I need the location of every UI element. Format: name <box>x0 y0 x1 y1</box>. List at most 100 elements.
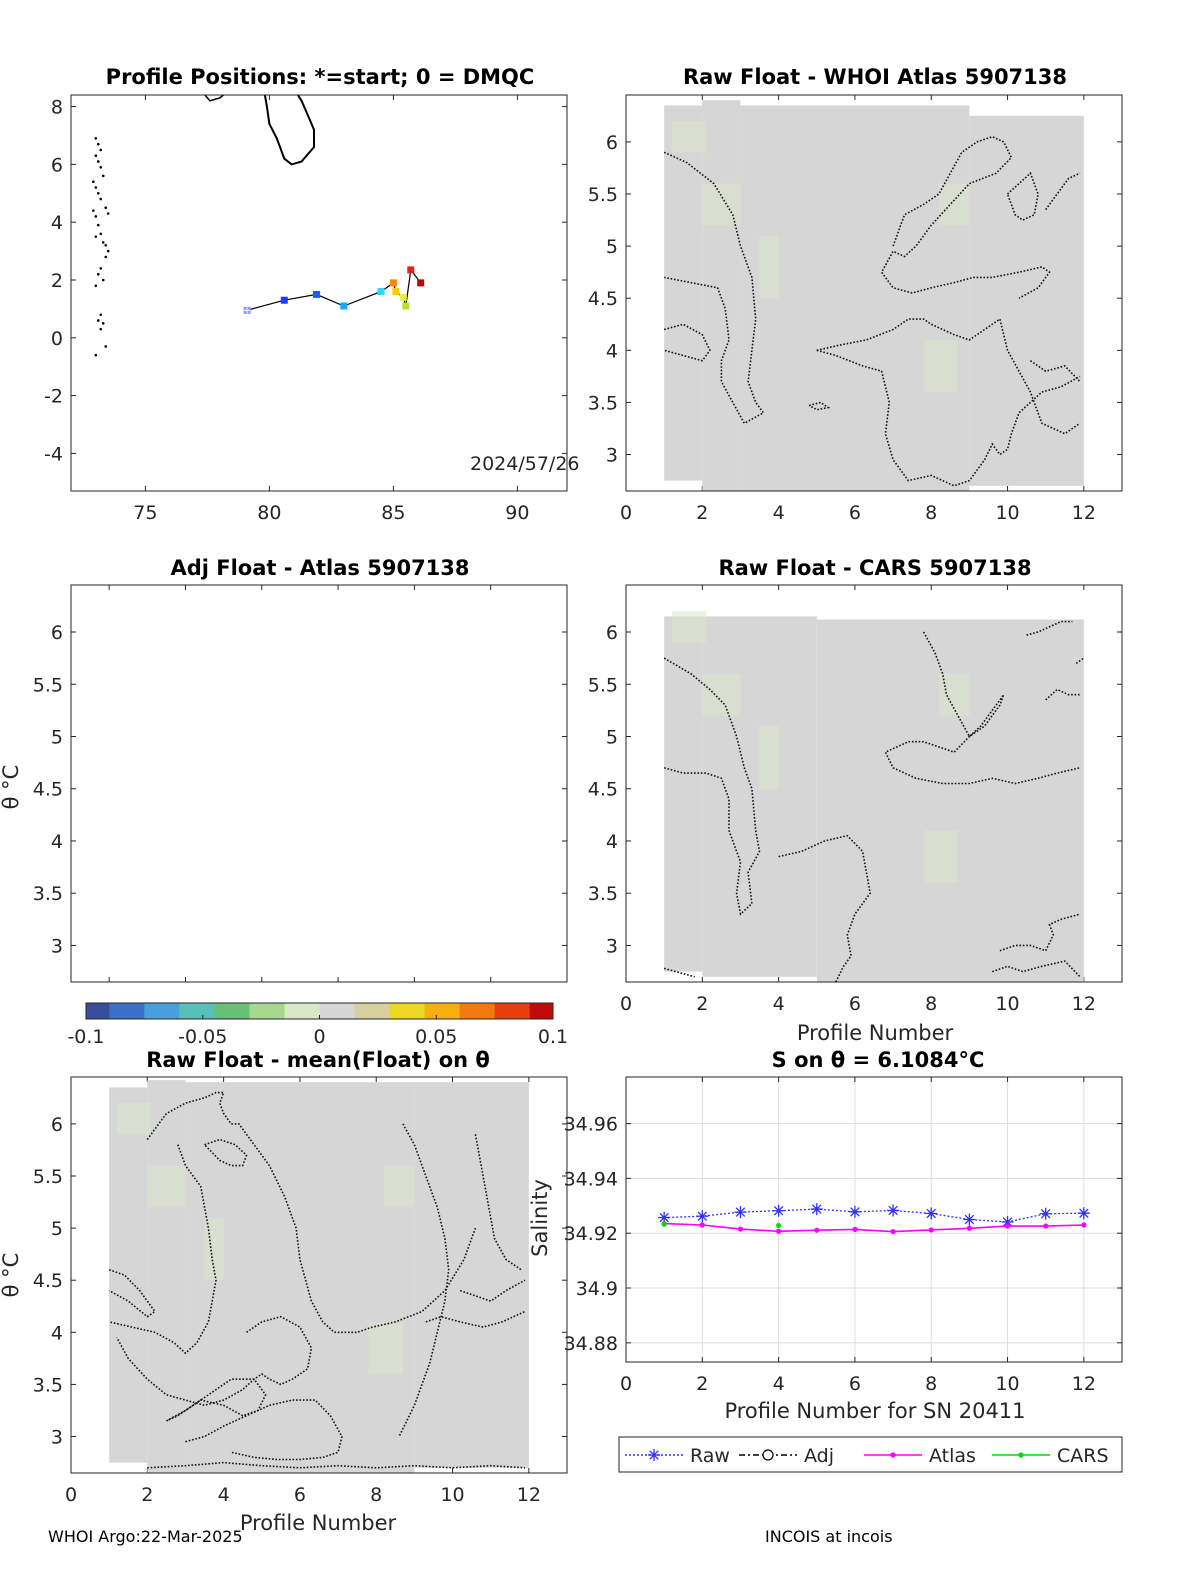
colorbar-swatch <box>296 1003 309 1019</box>
contour-line <box>816 317 1081 435</box>
anomaly-field-column <box>969 115 1084 486</box>
anomaly-field-column <box>702 616 817 977</box>
adj-float-plot-area: 3 3.5 4 4.5 5 5.5 6 <box>33 584 568 983</box>
island-dot <box>99 313 103 316</box>
island-dot <box>94 284 98 288</box>
atlas-series-line <box>664 1222 1084 1233</box>
x-tick-label: 10 <box>995 1373 1019 1395</box>
y-tick-label: 34.9 <box>576 1278 618 1300</box>
anomaly-field-column <box>664 616 703 972</box>
island-dot <box>99 197 103 201</box>
plot-clip <box>663 100 1084 491</box>
x-tick-label: 12 <box>1072 502 1096 524</box>
profile-position-marker <box>313 290 321 298</box>
profile-position-marker <box>389 279 397 287</box>
colorbar-swatch <box>156 1003 169 1019</box>
y-tick-label: 5 <box>606 726 618 748</box>
colorbar-swatch <box>471 1003 484 1019</box>
colorbar-swatch <box>447 1003 461 1019</box>
y-tick-label: 6 <box>51 1114 63 1136</box>
contour-line <box>425 1310 526 1328</box>
x-tick-label: 12 <box>1072 1373 1096 1395</box>
whoi-atlas-plot-area: 0 2 4 6 8 10 12 3 3.5 4 4.5 5 5.5 6 <box>588 94 1123 524</box>
raw-point <box>696 1210 709 1223</box>
island-dot <box>104 206 108 210</box>
anomaly-patch <box>759 235 779 299</box>
colorbar-tick-label: 0 <box>313 1026 325 1048</box>
x-tick-label: 2 <box>141 1484 153 1506</box>
y-tick-label: 3 <box>51 1427 63 1449</box>
anomaly-patch <box>671 121 707 153</box>
x-tick-label: 12 <box>1072 993 1096 1015</box>
panel-adj-float-atlas: Adj Float - Atlas 5907138 33.544.555.56 … <box>0 556 568 983</box>
x-tick-label: 8 <box>925 993 937 1015</box>
y-tick-label: 3 <box>51 935 63 957</box>
x-tick-label: 4 <box>773 502 785 524</box>
anomaly-patch <box>702 673 741 716</box>
y-tick-label: 3.5 <box>588 392 618 414</box>
profile-position-marker <box>402 302 410 310</box>
x-tick-label: 4 <box>773 993 785 1015</box>
adj-float-title: Adj Float - Atlas 5907138 <box>170 556 469 580</box>
y-tick-label: 3.5 <box>33 1374 63 1396</box>
colorbar-swatch <box>226 1003 239 1019</box>
panel-profile-positions: Profile Positions: *=start; 0 = DMQC 75 8… <box>44 65 579 524</box>
profile-position-marker <box>399 293 407 301</box>
island-dot <box>99 267 103 270</box>
cars-xlabel: Profile Number <box>797 1021 954 1045</box>
y-tick-label: 3 <box>606 935 618 957</box>
island-dot <box>96 223 100 227</box>
panel-raw-vs-cars: Raw Float - CARS 5907138 0 2 4 6 8 10 12 3 3.5 4 4… <box>588 556 1123 1045</box>
colorbar-swatch <box>494 1003 507 1019</box>
y-tick-label: 4.5 <box>33 779 63 801</box>
colorbar-swatch <box>459 1003 472 1019</box>
contour-line <box>663 151 765 425</box>
cars-point <box>661 1221 667 1227</box>
legend-marker <box>890 1452 896 1458</box>
axes-frame <box>70 1076 568 1474</box>
x-tick-label: 80 <box>257 502 281 524</box>
island-dot <box>99 232 103 236</box>
island-dot <box>94 235 98 238</box>
plot-clip <box>108 1080 529 1473</box>
profile-position-marker <box>407 266 415 274</box>
colorbar-tick-label: -0.1 <box>67 1026 104 1048</box>
atlas-point <box>1043 1223 1049 1229</box>
whoi-atlas-title: Raw Float - WHOI Atlas 5907138 <box>683 65 1067 89</box>
mean-float-xlabel: Profile Number <box>240 1511 397 1535</box>
anomaly-patch <box>147 1165 186 1208</box>
y-tick-label: 4.5 <box>588 288 618 310</box>
x-tick-label: 90 <box>505 502 529 524</box>
colorbar-swatch <box>86 1003 99 1019</box>
colorbar-swatch <box>121 1003 134 1019</box>
contour-line <box>166 1378 267 1422</box>
anomaly-field-column <box>414 1082 529 1468</box>
island-dot <box>96 319 100 322</box>
x-tick-label: 0 <box>620 993 632 1015</box>
y-tick-label: 5 <box>51 726 63 748</box>
x-tick-label: 0 <box>620 1373 632 1395</box>
contour-line <box>1029 360 1081 383</box>
y-tick-label: 34.88 <box>564 1333 618 1355</box>
positions-title: Profile Positions: *=start; 0 = DMQC <box>106 65 535 89</box>
cars-point <box>776 1222 782 1229</box>
colorbar-tick-label: 0.1 <box>538 1026 568 1048</box>
colorbar-swatch <box>307 1003 320 1019</box>
x-tick-label: 10 <box>440 1484 464 1506</box>
y-tick-label: 5.5 <box>588 184 618 206</box>
colorbar-swatch <box>342 1003 356 1019</box>
colorbar-swatch <box>144 1003 157 1019</box>
island-dot <box>99 327 103 331</box>
island-dot <box>94 137 98 140</box>
colorbar-swatch <box>167 1003 180 1019</box>
colorbar-swatch <box>109 1003 122 1019</box>
anomaly-patch <box>938 183 970 226</box>
anomaly-patch <box>759 726 779 789</box>
contour-line <box>992 960 1081 978</box>
legend-marker <box>648 1449 660 1461</box>
colorbar-swatch <box>97 1003 110 1019</box>
y-tick-label: -4 <box>44 443 63 465</box>
contour-line <box>474 1134 522 1271</box>
legend-label: CARS <box>1057 1445 1109 1467</box>
